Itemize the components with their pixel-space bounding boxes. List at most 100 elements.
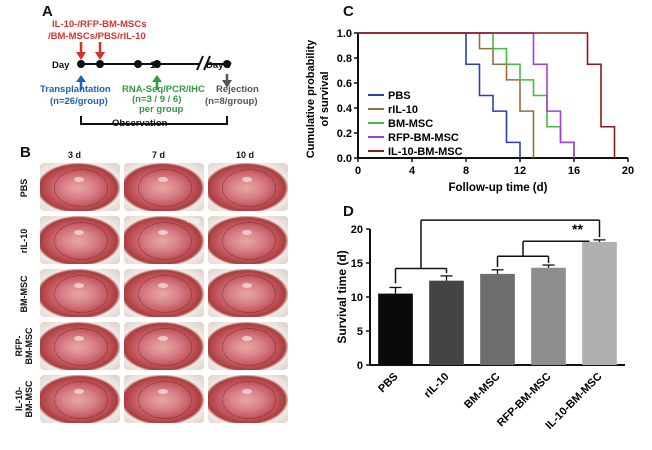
bar-pbs — [378, 293, 413, 365]
eye-photo — [208, 269, 288, 317]
column-header-3d: 3 d — [68, 150, 82, 160]
eye-photo — [208, 322, 288, 370]
chart-c-y-tick-label: 0.8 — [337, 53, 352, 65]
eye-photo — [208, 216, 288, 264]
row-label-il10-bm-msc: IL-10- BM-MSC — [14, 380, 34, 418]
timeline-diagram — [76, 42, 232, 125]
eye-photo — [40, 163, 120, 211]
eye-photo — [208, 163, 288, 211]
column-header-10d: 10 d — [236, 150, 255, 160]
bar-ril-10 — [429, 280, 464, 365]
legend-label-ril-10: rIL-10 — [388, 104, 418, 116]
sig-label-inner: ** — [572, 221, 583, 237]
row-label-rfp-bm-msc: RFP- BM-MSC — [14, 327, 34, 365]
day-label: Day — [52, 60, 70, 71]
gray-arrowhead — [222, 80, 232, 88]
chart-c-x-tick-label: 8 — [463, 165, 469, 177]
legend-label-rfp-bm-msc: RFP-BM-MSC — [388, 132, 459, 144]
x-tick-label-ril-10: rIL-10 — [422, 371, 452, 401]
legend-label-bm-msc: BM-MSC — [388, 118, 433, 130]
chart-d-ylabel: Survival time (d) — [335, 250, 349, 343]
day3-label: 3 — [97, 60, 103, 71]
observation-label: Observation — [112, 118, 168, 129]
survival-time-bar-chart: Survival time (d) 0 5 10 15 20 PBS rIL-10 BM-MS… — [335, 215, 625, 432]
groups-line-1: IL-10-/RFP-BM-MSCs — [52, 19, 147, 30]
panel-a-letter: A — [42, 3, 53, 20]
transplant-n: (n=26/group) — [50, 96, 108, 107]
blue-arrowhead — [76, 75, 86, 82]
eye-photo — [124, 322, 204, 370]
timeline-dot-day3 — [96, 60, 104, 68]
eye-photo — [124, 163, 204, 211]
chart-d-y-tick-label: 15 — [351, 258, 363, 270]
bar-bm-msc — [480, 273, 515, 365]
day10-label: 10 — [150, 60, 161, 71]
legend-label-pbs: PBS — [388, 90, 411, 102]
eye-photo — [208, 375, 288, 423]
red-arrowhead-day0 — [76, 52, 86, 60]
eye-photo — [40, 375, 120, 423]
eye-photo — [40, 269, 120, 317]
eye-photo — [40, 216, 120, 264]
rejection-label: Rejection — [216, 84, 259, 95]
observation-bracket — [80, 116, 228, 125]
timeline-break-2 — [203, 55, 211, 71]
chart-d-y-tick-label: 20 — [351, 224, 363, 236]
assay-label: RNA-Seq/PCR/IHC — [122, 84, 205, 95]
x-tick-label-rfp-bm-msc: RFP-BM-MSC — [495, 371, 554, 430]
timeline-dot-day10 — [153, 60, 161, 68]
transplant-label: Transplantation — [40, 84, 111, 95]
row-label-ril10: rIL-10 — [19, 228, 29, 254]
eye-photo — [124, 375, 204, 423]
x-tick-label-pbs: PBS — [376, 371, 400, 395]
groups-line-2: /BM-MSCs/PBS/rIL-10 — [48, 31, 146, 42]
chart-c-x-tick-label: 12 — [514, 165, 526, 177]
chart-c-x-tick-label: 0 — [355, 165, 361, 177]
chart-c-y-tick-label: 0.4 — [337, 103, 353, 115]
bar-rfp-bm-msc — [531, 267, 566, 365]
legend-label-il-10-bm-msc: IL-10-BM-MSC — [388, 146, 463, 158]
column-header-7d: 7 d — [152, 150, 166, 160]
survival-curve-chart: Cumulative probability of survival Follo… — [305, 28, 634, 194]
timeline-break-1 — [196, 55, 204, 71]
chart-c-ylabel-2: of survival — [319, 71, 331, 126]
chart-c-y-tick-label: 0.6 — [337, 78, 352, 90]
bar-il-10-bm-msc — [582, 241, 617, 365]
assay-per: per group — [139, 104, 184, 115]
red-arrowhead-day3 — [95, 52, 105, 60]
row-label-pbs: PBS — [19, 178, 29, 198]
chart-d-y-tick-label: 5 — [357, 326, 363, 338]
chart-c-xlabel: Follow-up time (d) — [448, 182, 547, 194]
timeline-dot-day0 — [77, 60, 85, 68]
chart-d-y-tick-label: 0 — [357, 360, 363, 372]
panel-c-letter: C — [343, 3, 354, 20]
chart-c-y-tick-label: 0.2 — [337, 128, 352, 140]
survival-curve-rfp-bm-msc — [358, 32, 575, 158]
green-arrowhead — [152, 75, 162, 82]
sig-label-outer: *** — [522, 215, 539, 219]
survival-curve-il-10-bm-msc — [358, 32, 616, 158]
assay-n: (n=3 / 9 / 6) — [132, 94, 182, 105]
chart-c-x-tick-label: 20 — [622, 165, 634, 177]
chart-c-ylabel-1: Cumulative probability — [305, 39, 317, 158]
eye-photo — [40, 322, 120, 370]
panel-d-letter: D — [343, 203, 354, 220]
chart-c-x-tick-label: 16 — [568, 165, 580, 177]
chart-d-y-tick-label: 10 — [351, 292, 363, 304]
survival-curve-pbs — [358, 32, 521, 158]
photo-badge: 7789 — [186, 219, 200, 225]
eye-photo — [124, 269, 204, 317]
timeline-dot-end — [223, 60, 231, 68]
chart-c-y-tick-label: 0.0 — [337, 153, 352, 165]
rejection-n: (n=8/group) — [205, 96, 258, 107]
panel-b-letter: B — [20, 144, 31, 161]
day7-label: 7 — [135, 60, 141, 71]
row-label-bm-msc: BM-MSC — [19, 275, 29, 313]
eye-photo: 7789 — [124, 216, 204, 264]
x-tick-label-bm-msc: BM-MSC — [462, 371, 502, 411]
chart-c-x-tick-label: 4 — [409, 165, 416, 177]
timeline-dot-day7 — [134, 60, 142, 68]
chart-c-y-tick-label: 1.0 — [337, 28, 352, 40]
day-end-label: Day ? — [206, 60, 232, 71]
day0-label: 0 — [78, 60, 84, 71]
